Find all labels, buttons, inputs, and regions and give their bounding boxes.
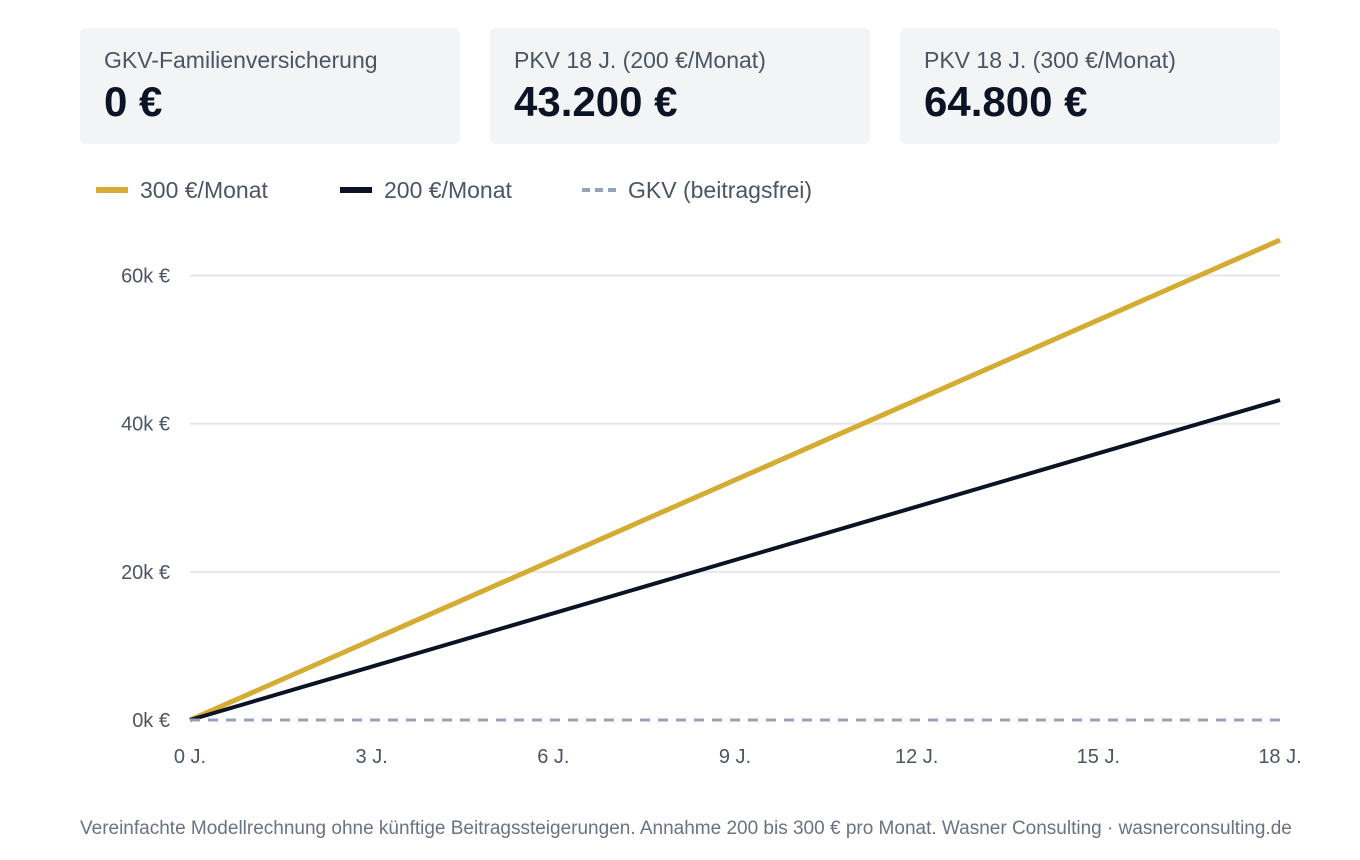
legend-item-gkv[interactable]: GKV (beitragsfrei): [582, 172, 812, 208]
card-value: 0 €: [104, 78, 163, 125]
series-line-1: [189, 398, 1281, 722]
card-pkv-300: PKV 18 J. (300 €/Monat) 64.800 €: [900, 28, 1280, 144]
line-chart: 0k € 20k € 40k € 60k € 0 J. 3 J. 6 J. 9 J. 12 J.…: [121, 237, 1302, 768]
card-label: GKV-Familienversicherung: [104, 47, 378, 73]
x-tick-label: 3 J.: [356, 746, 388, 768]
legend-label: 300 €/Monat: [140, 176, 268, 203]
card-label: PKV 18 J. (200 €/Monat): [514, 47, 766, 73]
y-tick-label: 40k €: [121, 414, 170, 436]
legend-item-300[interactable]: 300 €/Monat: [96, 172, 268, 208]
legend-swatch: [96, 187, 128, 193]
legend-swatch: [582, 188, 616, 192]
card-value: 43.200 €: [514, 78, 678, 125]
card-gkv: GKV-Familienversicherung 0 €: [80, 28, 460, 144]
legend-swatch: [340, 187, 372, 193]
x-tick-label: 15 J.: [1077, 746, 1120, 768]
x-tick-label: 12 J.: [895, 746, 938, 768]
card-value: 64.800 €: [924, 78, 1088, 125]
footnote: Vereinfachte Modellrechnung ohne künftig…: [80, 818, 1292, 839]
summary-cards: GKV-Familienversicherung 0 € PKV 18 J. (…: [80, 28, 1280, 144]
x-tick-label: 6 J.: [537, 746, 569, 768]
legend-item-200[interactable]: 200 €/Monat: [340, 172, 512, 208]
series-line-0: [188, 237, 1282, 723]
x-tick-label: 18 J.: [1258, 746, 1301, 768]
card-label: PKV 18 J. (300 €/Monat): [924, 47, 1176, 73]
card-pkv-200: PKV 18 J. (200 €/Monat) 43.200 €: [490, 28, 870, 144]
chart-legend: 300 €/Monat 200 €/Monat GKV (beitragsfre…: [96, 172, 996, 208]
y-tick-label: 20k €: [121, 562, 170, 584]
y-tick-label: 60k €: [121, 266, 170, 288]
x-tick-label: 0 J.: [174, 746, 206, 768]
legend-label: 200 €/Monat: [384, 176, 512, 203]
y-tick-label: 0k €: [132, 710, 170, 732]
legend-label: GKV (beitragsfrei): [628, 176, 813, 203]
x-tick-label: 9 J.: [719, 746, 751, 768]
